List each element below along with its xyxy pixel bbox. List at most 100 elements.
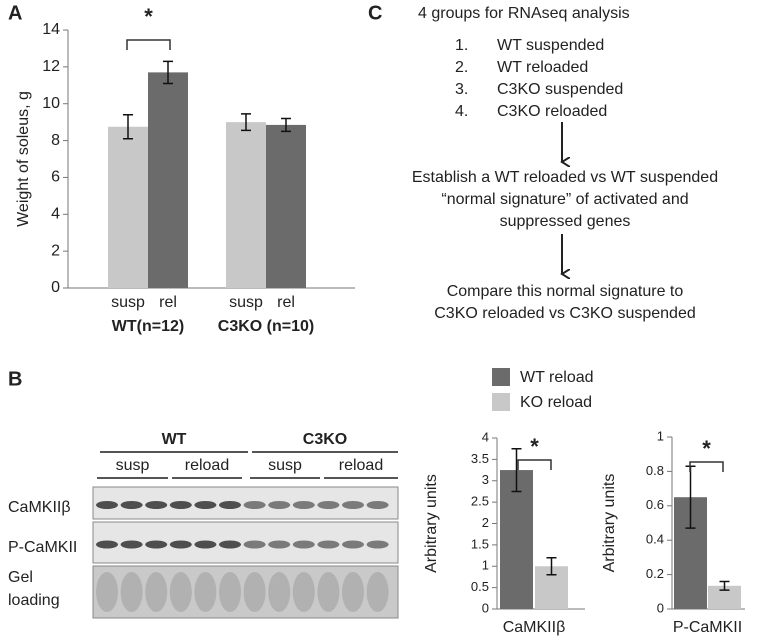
flow-step: Compare this normal signature to <box>447 283 684 300</box>
blot-band <box>292 501 315 509</box>
y-axis-label: Arbitrary units <box>423 474 440 573</box>
error-bar <box>241 113 251 132</box>
y-tick-label: 4 <box>51 206 60 223</box>
legend-label: WT reload <box>520 369 594 386</box>
group-label: C3KO reloaded <box>497 103 607 120</box>
group-label: C3KO suspended <box>497 81 623 98</box>
blot-group: C3KO <box>303 431 347 448</box>
blot-band <box>243 572 266 612</box>
blot-band <box>317 572 340 612</box>
panel-label: C <box>368 2 382 24</box>
x-axis-label: CaMKIIβ <box>503 619 566 636</box>
y-tick-label: 0.2 <box>646 566 664 581</box>
blot-row-label: loading <box>8 592 60 609</box>
blot-band <box>194 572 217 612</box>
bar <box>708 585 741 609</box>
blot-band <box>219 540 241 549</box>
group-label: WT(n=12) <box>112 318 184 335</box>
blot-band <box>169 540 192 549</box>
blot-band <box>292 540 315 549</box>
blot-band <box>366 572 389 612</box>
panel-label: B <box>8 368 22 390</box>
y-tick-label: 0 <box>482 600 489 615</box>
blot-row-label: CaMKIIβ <box>8 499 71 516</box>
blot-subgroup: reload <box>339 457 383 474</box>
blot-band <box>145 540 168 549</box>
blot-band <box>268 572 291 612</box>
flow-title: 4 groups for RNAseq analysis <box>418 5 630 22</box>
y-tick-label: 1 <box>657 428 664 443</box>
y-tick-label: 0.4 <box>646 532 664 547</box>
flow-step: Establish a WT reloaded vs WT suspended <box>412 169 718 186</box>
blot-band <box>366 501 389 509</box>
bar <box>500 470 533 609</box>
significance-star: * <box>530 434 539 459</box>
y-tick-label: 3.5 <box>471 451 489 466</box>
flow-step: “normal signature” of activated and <box>441 191 688 208</box>
error-bar <box>123 114 133 140</box>
y-tick-label: 2 <box>51 242 60 259</box>
flow-step: C3KO reloaded vs C3KO suspended <box>434 305 695 322</box>
error-bar <box>281 117 291 133</box>
blot-band <box>219 572 241 612</box>
group-label: C3KO (n=10) <box>218 318 314 335</box>
significance-bracket <box>689 461 724 472</box>
y-tick-label: 0.5 <box>471 579 489 594</box>
error-bar <box>546 556 557 576</box>
x-tick-label: susp <box>229 294 263 311</box>
y-tick-label: 8 <box>51 132 60 149</box>
group-number: 4. <box>455 103 468 120</box>
significance-star: * <box>144 4 153 29</box>
blot-band <box>169 501 192 509</box>
y-tick-label: 3 <box>482 472 489 487</box>
group-number: 3. <box>455 81 468 98</box>
blot-subgroup: susp <box>116 457 150 474</box>
blot-band <box>169 572 192 612</box>
y-axis-label: Arbitrary units <box>601 474 618 573</box>
blot-band <box>194 540 217 549</box>
blot-band <box>243 501 266 509</box>
x-tick-label: rel <box>277 294 295 311</box>
blot-band <box>194 501 217 509</box>
group-number: 1. <box>455 37 468 54</box>
y-tick-label: 6 <box>51 169 60 186</box>
blot-subgroup: reload <box>185 457 229 474</box>
y-tick-label: 4 <box>482 429 489 444</box>
significance-bracket <box>126 39 171 50</box>
y-tick-label: 0.6 <box>646 497 664 512</box>
error-bar <box>719 580 730 591</box>
y-tick-label: 0 <box>657 600 664 615</box>
blot-row-label: Gel <box>8 569 33 586</box>
blot-subgroup: susp <box>268 457 302 474</box>
panel-label: A <box>8 2 22 24</box>
blot-band <box>342 501 364 509</box>
y-tick-label: 1.5 <box>471 536 489 551</box>
y-tick-label: 12 <box>42 58 60 75</box>
x-tick-label: rel <box>159 294 177 311</box>
bar <box>108 126 148 288</box>
blot-band <box>243 540 266 549</box>
blot-band <box>342 540 364 549</box>
legend-swatch <box>492 393 510 411</box>
y-tick-label: 14 <box>42 21 60 38</box>
group-number: 2. <box>455 59 468 76</box>
y-axis-label: Weight of soleus, g <box>15 91 32 227</box>
flow-step: suppressed genes <box>500 213 631 230</box>
error-bar <box>511 447 522 493</box>
bar <box>148 72 188 288</box>
x-axis-label: P-CaMKII <box>673 619 742 636</box>
blot-band <box>219 501 241 509</box>
blot-band <box>96 572 118 612</box>
bar <box>266 124 306 289</box>
blot-row-label: P-CaMKII <box>8 539 77 556</box>
blot-band <box>120 572 143 612</box>
y-tick-label: 1 <box>482 558 489 573</box>
blot-band <box>120 501 143 509</box>
y-tick-label: 0.8 <box>646 463 664 478</box>
blot-band <box>96 540 118 549</box>
legend-label: KO reload <box>520 394 592 411</box>
significance-star: * <box>702 436 711 461</box>
blot-band <box>317 540 340 549</box>
blot-band <box>292 572 315 612</box>
